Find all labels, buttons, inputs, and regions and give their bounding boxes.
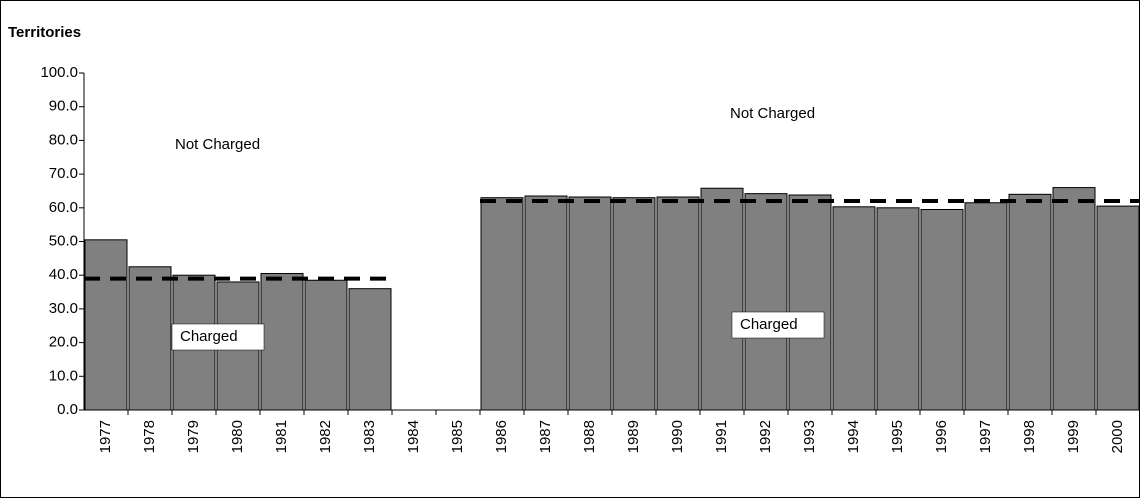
x-tick-label: 1982	[317, 420, 334, 453]
bar	[832, 206, 876, 411]
bar	[348, 288, 392, 411]
x-tick-label: 1989	[625, 420, 642, 453]
x-tick-label: 1986	[493, 420, 510, 453]
bar	[1096, 205, 1140, 411]
y-tick-label: 70.0	[49, 165, 78, 182]
bar	[744, 193, 788, 411]
annotation: Not Charged	[730, 105, 815, 122]
bar	[568, 196, 612, 411]
x-tick-label: 1990	[669, 420, 686, 453]
x-tick-label: 1980	[229, 420, 246, 453]
x-tick-label: 1988	[581, 420, 598, 453]
bar	[304, 279, 348, 411]
y-tick-label: 80.0	[49, 131, 78, 148]
bar	[656, 196, 700, 411]
y-tick-label: 10.0	[49, 367, 78, 384]
bar	[876, 207, 920, 411]
x-tick-label: 1996	[933, 420, 950, 453]
annotation-box	[171, 323, 265, 351]
bar	[920, 208, 964, 411]
bar	[524, 195, 568, 411]
bar	[788, 194, 832, 411]
x-tick-label: 1991	[713, 420, 730, 453]
bar	[480, 197, 524, 411]
x-tick-label: 1998	[1021, 420, 1038, 453]
bar	[964, 202, 1008, 411]
x-tick-label: 2000	[1109, 420, 1126, 453]
x-tick-label: 1987	[537, 420, 554, 453]
x-tick-label: 1981	[273, 420, 290, 453]
bar	[260, 273, 304, 411]
annotation-box	[731, 311, 825, 339]
x-tick-label: 1999	[1065, 420, 1082, 453]
x-tick-label: 1984	[405, 420, 422, 453]
bar	[128, 266, 172, 411]
x-tick-label: 1993	[801, 420, 818, 453]
y-tick-label: 100.0	[40, 64, 78, 81]
y-tick-label: 30.0	[49, 300, 78, 317]
x-tick-label: 1977	[97, 420, 114, 453]
y-tick-label: 20.0	[49, 334, 78, 351]
x-tick-label: 1994	[845, 420, 862, 453]
bar	[1008, 193, 1052, 411]
annotation: Charged	[740, 316, 798, 333]
y-tick-label: 90.0	[49, 98, 78, 115]
annotation: Not Charged	[175, 136, 260, 153]
bar	[84, 239, 128, 411]
x-tick-label: 1992	[757, 420, 774, 453]
x-tick-label: 1985	[449, 420, 466, 453]
y-tick-label: 60.0	[49, 199, 78, 216]
y-tick-label: 40.0	[49, 266, 78, 283]
chart-title: Territories	[8, 24, 81, 41]
x-tick-label: 1979	[185, 420, 202, 453]
bar	[1052, 187, 1096, 411]
x-tick-label: 1995	[889, 420, 906, 453]
x-tick-label: 1983	[361, 420, 378, 453]
y-tick-label: 0.0	[57, 401, 78, 418]
y-tick-label: 50.0	[49, 232, 78, 249]
x-tick-label: 1978	[141, 420, 158, 453]
bar	[612, 197, 656, 411]
bar	[700, 187, 744, 411]
x-tick-label: 1997	[977, 420, 994, 453]
annotation: Charged	[180, 328, 238, 345]
